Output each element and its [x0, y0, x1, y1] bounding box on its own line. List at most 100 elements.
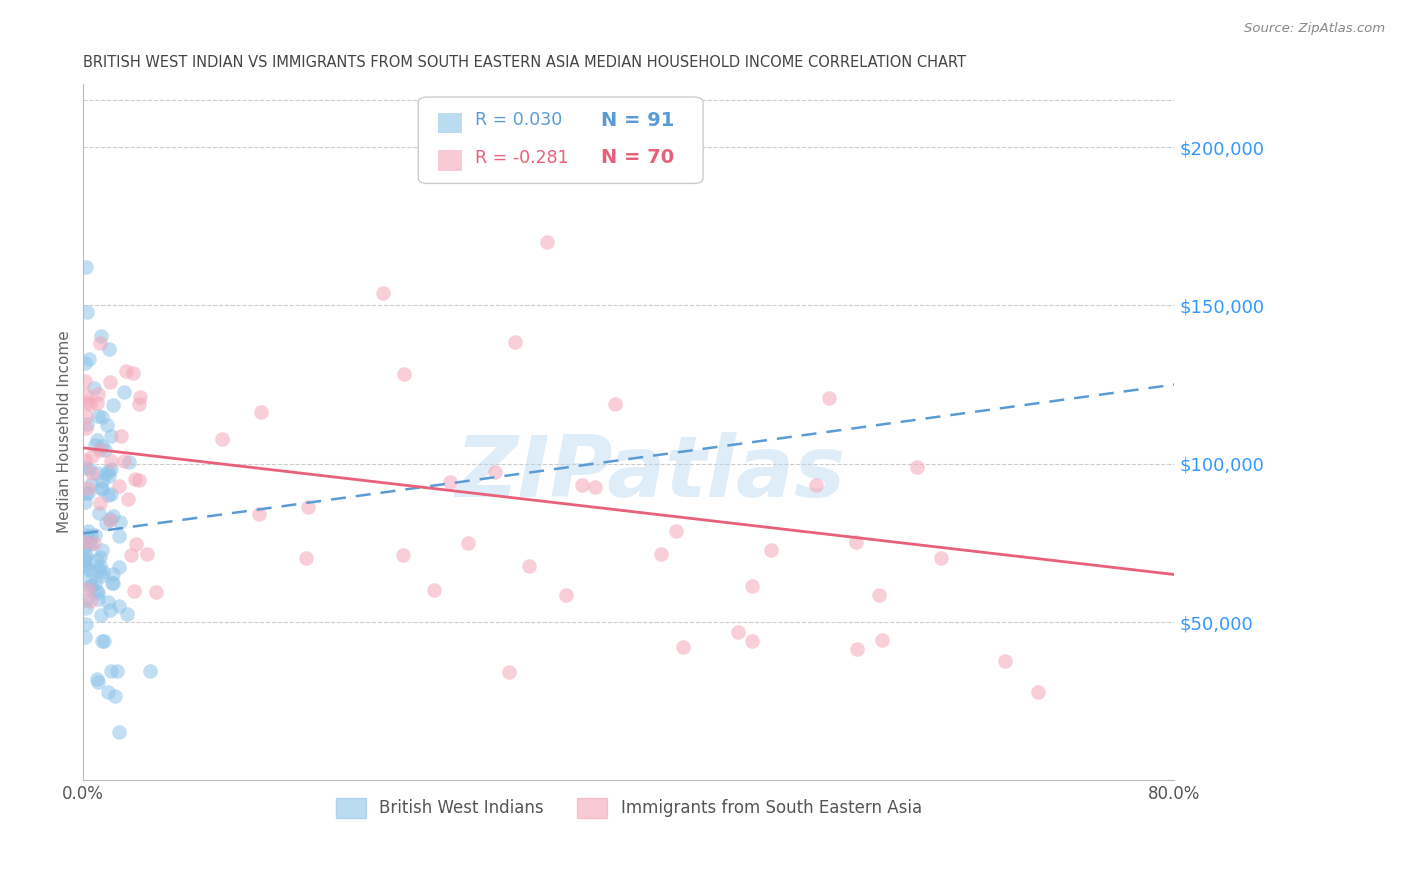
Point — [108, 515, 131, 529]
Point — [77, 462, 100, 476]
Point — [77, 536, 100, 550]
Point — [75, 534, 97, 549]
Point — [117, 491, 139, 506]
Text: R = -0.281: R = -0.281 — [475, 149, 568, 167]
Point — [87, 586, 110, 600]
Point — [80, 449, 103, 463]
Point — [100, 487, 122, 501]
Point — [128, 397, 150, 411]
Point — [870, 632, 893, 647]
Point — [75, 600, 97, 615]
Point — [75, 593, 97, 607]
Point — [96, 417, 118, 432]
Point — [76, 562, 98, 576]
Point — [112, 453, 135, 467]
Point — [76, 395, 98, 409]
Bar — [437, 151, 463, 171]
Point — [90, 568, 112, 582]
Point — [75, 421, 97, 435]
Point — [98, 603, 121, 617]
Text: BRITISH WEST INDIAN VS IMMIGRANTS FROM SOUTH EASTERN ASIA MEDIAN HOUSEHOLD INCOM: BRITISH WEST INDIAN VS IMMIGRANTS FROM S… — [83, 55, 966, 70]
Point — [93, 443, 115, 458]
Point — [394, 368, 416, 382]
Point — [97, 488, 120, 502]
Point — [128, 391, 150, 405]
Point — [120, 548, 142, 562]
Point — [90, 410, 112, 425]
Point — [741, 579, 763, 593]
Point — [87, 592, 110, 607]
Point — [98, 512, 121, 526]
Point — [135, 547, 157, 561]
Point — [76, 304, 98, 318]
Point — [97, 685, 120, 699]
Point — [87, 507, 110, 521]
Point — [665, 524, 688, 538]
Point — [87, 674, 110, 689]
Y-axis label: Median Household Income: Median Household Income — [58, 331, 72, 533]
Point — [75, 485, 97, 500]
Point — [517, 559, 540, 574]
Point — [73, 375, 96, 389]
Point — [101, 576, 124, 591]
Point — [108, 725, 131, 739]
Point — [89, 496, 111, 510]
Point — [115, 364, 138, 378]
Text: ZIPatlas: ZIPatlas — [456, 433, 846, 516]
Point — [423, 582, 446, 597]
Point — [80, 529, 103, 543]
Point — [907, 460, 929, 475]
Point — [79, 573, 101, 587]
Point — [91, 439, 114, 453]
Point — [122, 366, 145, 380]
Point — [86, 395, 108, 409]
Point — [73, 539, 96, 553]
Point — [84, 527, 107, 541]
Point — [759, 543, 782, 558]
Point — [650, 547, 672, 561]
Point — [97, 595, 120, 609]
Point — [80, 536, 103, 550]
Point — [77, 352, 100, 367]
Point — [73, 550, 96, 565]
Point — [87, 563, 110, 577]
Point — [107, 479, 129, 493]
Point — [73, 495, 96, 509]
Point — [94, 516, 117, 531]
Point — [554, 588, 576, 602]
Text: R = 0.030: R = 0.030 — [475, 112, 562, 129]
Point — [392, 549, 415, 563]
Point — [80, 477, 103, 491]
Point — [845, 535, 868, 549]
Point — [295, 550, 318, 565]
Point — [91, 565, 114, 579]
Point — [86, 584, 108, 599]
Point — [75, 630, 97, 644]
Point — [77, 485, 100, 500]
Point — [804, 478, 827, 492]
Point — [77, 582, 100, 596]
Point — [1026, 684, 1049, 698]
Point — [80, 578, 103, 592]
Point — [105, 665, 128, 679]
Point — [75, 388, 97, 402]
Point — [90, 608, 112, 623]
Point — [79, 563, 101, 577]
Point — [108, 599, 131, 613]
Point — [845, 641, 868, 656]
Point — [373, 285, 395, 300]
Point — [98, 469, 121, 483]
Point — [79, 580, 101, 594]
Point — [583, 480, 606, 494]
Point — [75, 616, 97, 631]
Point — [89, 442, 111, 457]
Point — [741, 634, 763, 648]
Point — [103, 575, 125, 590]
Point — [75, 548, 97, 562]
Point — [98, 513, 121, 527]
Point — [115, 607, 138, 621]
Point — [89, 559, 111, 574]
Point — [100, 428, 122, 442]
Point — [118, 455, 141, 469]
Point — [89, 336, 111, 351]
